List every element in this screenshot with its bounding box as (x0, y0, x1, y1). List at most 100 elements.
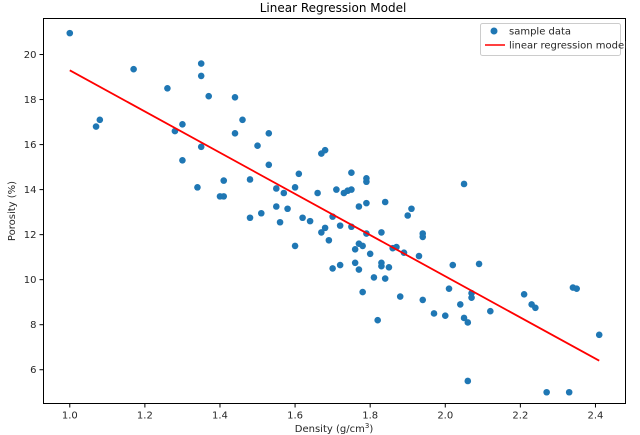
data-point (419, 296, 427, 304)
data-point (254, 142, 261, 150)
data-point (419, 233, 427, 241)
data-point (291, 242, 299, 250)
x-tick-label: 2.0 (437, 411, 453, 422)
data-point (543, 388, 550, 396)
data-point (449, 261, 457, 269)
data-point (220, 177, 228, 184)
data-point (415, 252, 423, 260)
x-tick-label: 1.2 (137, 411, 153, 422)
data-point (194, 184, 201, 191)
data-point (299, 214, 306, 222)
x-axis-label: Density (g/cm3) (295, 422, 374, 435)
data-point (430, 310, 438, 317)
y-axis: 6 8 10 12 14 16 18 20 (24, 50, 44, 376)
data-point (487, 307, 494, 315)
data-point (197, 60, 205, 67)
regression-line (69, 69, 600, 362)
x-tick-label: 2.4 (588, 411, 604, 422)
y-tick-label: 12 (24, 230, 37, 241)
data-point (197, 143, 205, 151)
data-point (336, 261, 344, 269)
x-tick-label: 1.4 (212, 411, 228, 422)
data-point (404, 212, 412, 219)
x-tick-label: 1.6 (287, 411, 303, 422)
data-point (265, 130, 273, 137)
data-point (532, 304, 539, 312)
data-point (246, 176, 254, 183)
data-point (595, 331, 603, 339)
data-point (280, 189, 288, 197)
data-point (291, 184, 299, 191)
data-point (321, 224, 329, 232)
data-point (318, 229, 325, 236)
y-axis-label: Porosity (%) (7, 181, 18, 241)
chart-title: Linear Regression Model (260, 1, 407, 15)
data-point (378, 229, 385, 236)
data-point (573, 285, 580, 292)
x-tick-label: 2.2 (512, 411, 528, 422)
data-point (475, 260, 483, 268)
data-point (363, 199, 370, 207)
data-point (359, 288, 366, 296)
data-point (441, 312, 449, 319)
data-point (464, 319, 472, 326)
data-point (246, 214, 254, 222)
data-point (257, 209, 265, 217)
data-point (130, 65, 137, 73)
data-point (355, 266, 363, 273)
data-point (306, 217, 314, 225)
x-axis: 1.0 1.2 1.4 1.6 1.8 2.0 2.2 2.4 (62, 403, 604, 422)
data-point (265, 161, 273, 169)
legend-label-sample-data: sample data (509, 27, 571, 38)
data-point (396, 293, 404, 300)
data-point (197, 72, 205, 80)
x-tick-label: 1.0 (62, 411, 78, 422)
data-point (336, 222, 344, 229)
legend-marker-sample-data (490, 27, 498, 35)
plot-area (43, 18, 626, 404)
data-point (456, 301, 464, 308)
data-point (276, 218, 284, 226)
data-point (460, 314, 468, 322)
data-point (295, 170, 303, 178)
data-point (408, 205, 415, 213)
y-tick-label: 18 (24, 95, 37, 106)
data-point (520, 291, 528, 298)
y-tick-label: 6 (30, 365, 36, 376)
data-point (314, 189, 321, 197)
data-point (359, 242, 366, 250)
data-point (460, 180, 468, 188)
y-tick-label: 8 (30, 320, 36, 331)
data-point (363, 175, 370, 182)
data-point (179, 121, 186, 128)
data-point (273, 185, 280, 192)
data-point (321, 146, 329, 154)
data-point (273, 203, 280, 210)
data-point (445, 285, 453, 292)
data-point (378, 262, 385, 270)
data-point (220, 193, 228, 200)
data-point (351, 245, 359, 253)
regression-series (69, 69, 600, 362)
data-point (231, 130, 239, 137)
data-point (355, 203, 363, 210)
data-point (92, 123, 100, 130)
data-point (329, 265, 336, 272)
y-tick-label: 20 (24, 50, 37, 61)
data-point (464, 377, 472, 385)
data-point (179, 157, 186, 164)
legend-box (480, 23, 621, 56)
data-point (385, 263, 393, 271)
data-point (231, 94, 239, 101)
data-point (351, 259, 359, 267)
data-point (381, 275, 389, 282)
data-point (381, 198, 389, 206)
data-point (239, 116, 246, 124)
y-tick-label: 16 (24, 140, 37, 151)
data-point (366, 250, 374, 258)
data-point (205, 92, 213, 100)
y-tick-label: 14 (24, 185, 37, 196)
data-point (325, 236, 333, 244)
data-point (370, 274, 378, 281)
